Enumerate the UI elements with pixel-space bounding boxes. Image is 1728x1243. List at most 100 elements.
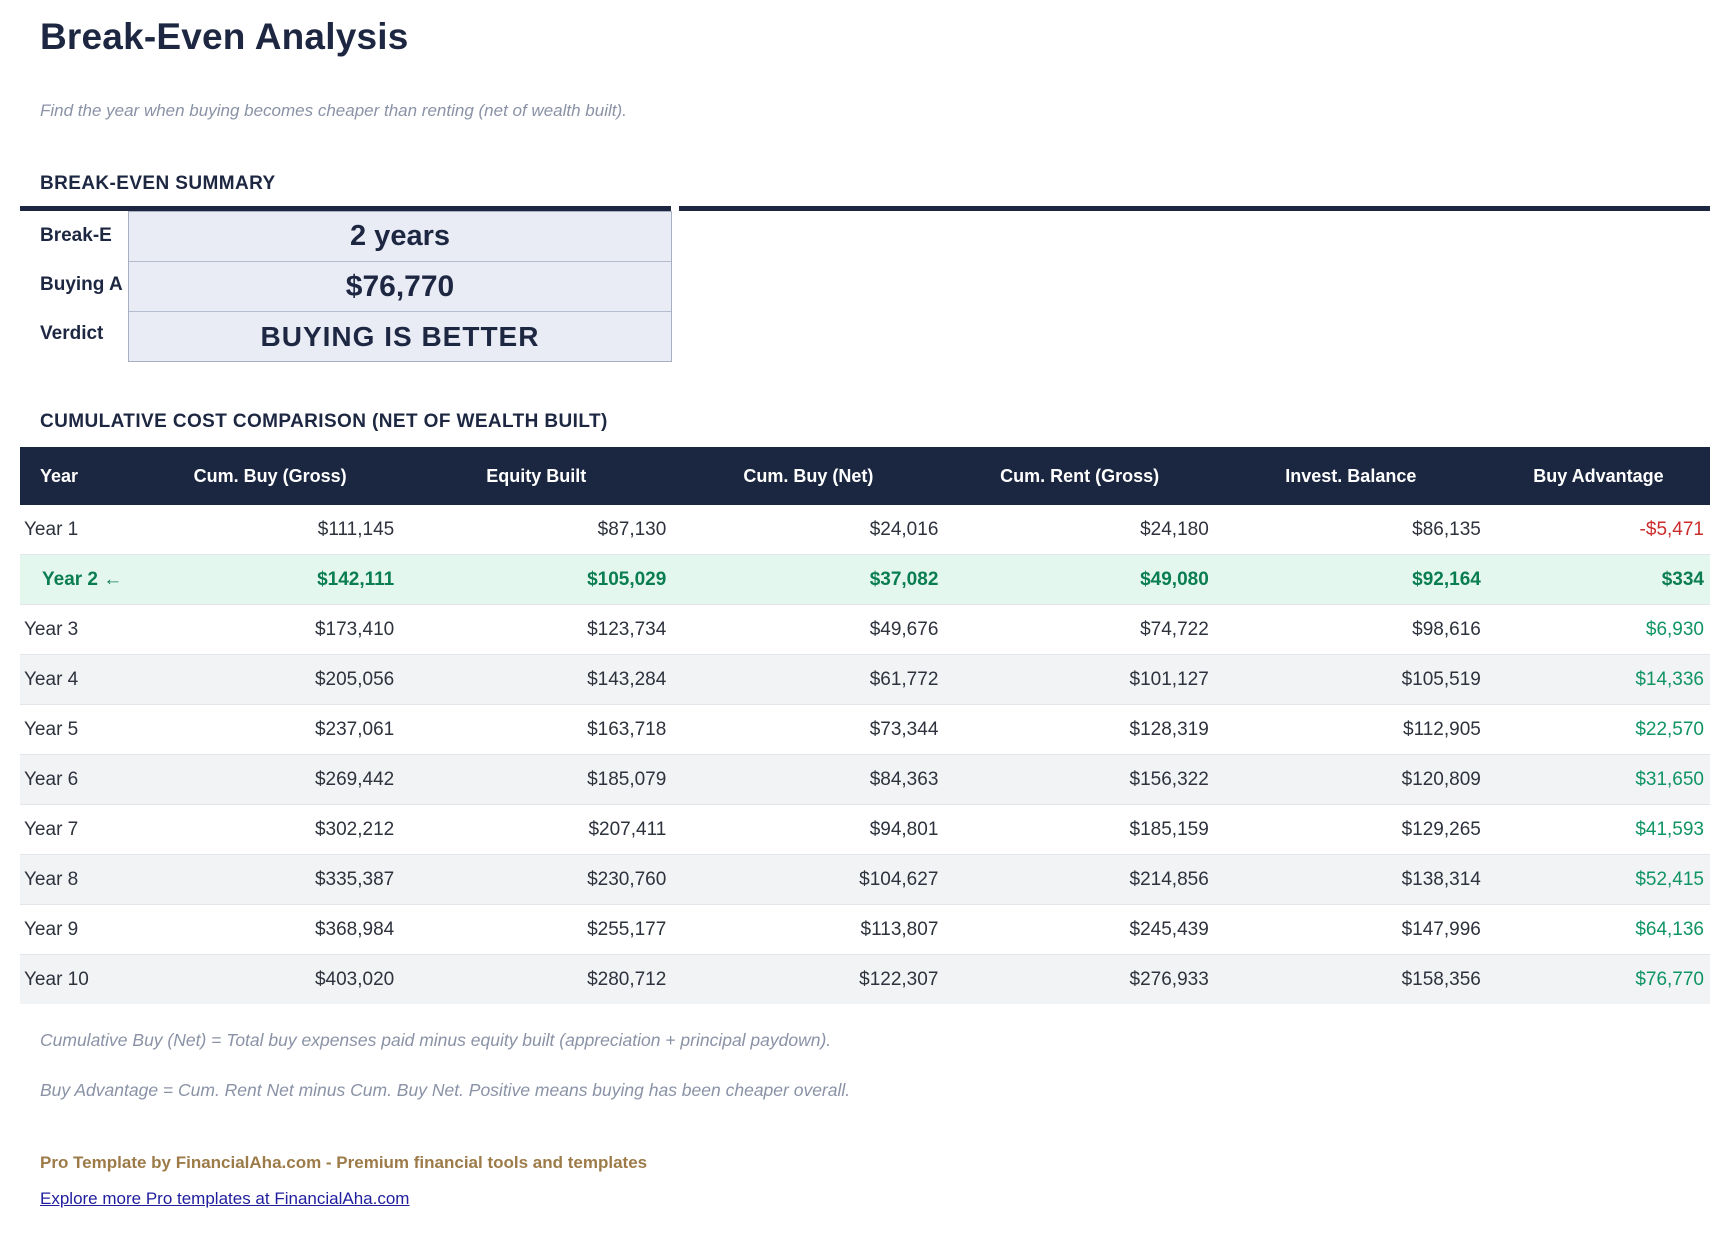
value-cell: $49,676: [672, 604, 945, 655]
summary-section-heading: BREAK-EVEN SUMMARY: [40, 173, 276, 194]
value-cell: $123,734: [400, 604, 673, 655]
advantage-cell: $334: [1486, 554, 1710, 605]
table-row: Year 5 $237,061 $163,718 $73,344 $128,31…: [20, 704, 1710, 755]
value-cell: $112,905: [1214, 704, 1487, 755]
value-cell: $84,363: [672, 754, 945, 805]
value-cell: $73,344: [672, 704, 945, 755]
advantage-cell: $64,136: [1486, 904, 1710, 955]
year-cell: Year 1: [24, 518, 79, 540]
year-cell: Year 6: [20, 754, 140, 805]
table-row: Year 3 $173,410 $123,734 $49,676 $74,722…: [20, 604, 1710, 655]
column-header-cum-buy-net: Cum. Buy (Net): [672, 447, 945, 505]
value-cell: $403,020: [139, 954, 401, 1004]
summary-row-verdict: Verdict: [20, 309, 1710, 358]
summary-row-buying-advantage: Buying A: [20, 260, 1710, 309]
advantage-cell: $31,650: [1486, 754, 1710, 805]
value-cell: $214,856: [944, 854, 1215, 905]
value-cell: $105,029: [400, 554, 673, 605]
summary-top-rule: [20, 206, 1710, 211]
year-cell: Year 9: [20, 904, 140, 955]
value-cell: $61,772: [672, 654, 945, 705]
advantage-cell: $14,336: [1486, 654, 1710, 705]
value-cell: $158,356: [1214, 954, 1487, 1004]
advantage-cell: $41,593: [1486, 804, 1710, 855]
summary-label-break-even: Break-E: [40, 224, 112, 246]
value-cell: $101,127: [944, 654, 1215, 705]
value-cell: $230,760: [400, 854, 673, 905]
table-row: Year 8 $335,387 $230,760 $104,627 $214,8…: [20, 854, 1710, 905]
value-cell: $205,056: [139, 654, 401, 705]
value-cell: $280,712: [400, 954, 673, 1004]
year-cell: Year 5: [20, 704, 140, 755]
value-cell: $237,061: [139, 704, 401, 755]
page-title: Break-Even Analysis: [40, 16, 409, 57]
break-even-summary: Break-E Buying A Verdict 2 years $76,770…: [20, 206, 1710, 362]
value-cell: $94,801: [672, 804, 945, 855]
value-cell: $143,284: [400, 654, 673, 705]
advantage-cell: -$5,471: [1639, 518, 1704, 540]
column-header-cum-buy-gross: Cum. Buy (Gross): [139, 447, 401, 505]
column-header-cum-rent-gross: Cum. Rent (Gross): [944, 447, 1215, 505]
value-cell: $74,722: [944, 604, 1215, 655]
value-cell: $24,180: [1140, 518, 1209, 540]
comparison-table-container: Year Cum. Buy (Gross) Equity Built Cum. …: [20, 447, 1710, 1004]
value-cell: $111,145: [317, 518, 395, 540]
value-cell: $92,164: [1214, 554, 1487, 605]
table-row: Year 10 $403,020 $280,712 $122,307 $276,…: [20, 954, 1710, 1004]
value-cell: $129,265: [1214, 804, 1487, 855]
value-cell: $245,439: [944, 904, 1215, 955]
advantage-cell: $6,930: [1486, 604, 1710, 655]
value-cell: $163,718: [400, 704, 673, 755]
value-cell: $302,212: [139, 804, 401, 855]
summary-label-verdict: Verdict: [40, 322, 104, 344]
page-subtitle: Find the year when buying becomes cheape…: [40, 101, 627, 120]
value-cell: $142,111: [139, 554, 401, 605]
value-cell: $120,809: [1214, 754, 1487, 805]
explore-templates-link[interactable]: Explore more Pro templates at FinancialA…: [40, 1189, 410, 1208]
value-cell: $207,411: [400, 804, 673, 855]
table-row: Year 2 ← $142,111 $105,029 $37,082 $49,0…: [20, 554, 1710, 605]
value-cell: $37,082: [672, 554, 945, 605]
column-header-invest-balance: Invest. Balance: [1214, 447, 1487, 505]
advantage-cell: $76,770: [1486, 954, 1710, 1004]
summary-row-break-even: Break-E: [20, 211, 1710, 260]
year-cell: Year 3: [20, 604, 140, 655]
year-cell: Year 10: [20, 954, 140, 1004]
table-row: Year 1 $111,145 $87,130 $24,016 $24,180 …: [20, 505, 1710, 555]
value-cell: $147,996: [1214, 904, 1487, 955]
value-cell: $98,616: [1214, 604, 1487, 655]
value-cell: $87,130: [597, 518, 667, 540]
year-cell: Year 4: [20, 654, 140, 705]
value-cell: $122,307: [672, 954, 945, 1004]
value-cell: $86,135: [1412, 518, 1481, 540]
value-cell: $185,079: [400, 754, 673, 805]
value-cell: $49,080: [944, 554, 1215, 605]
advantage-cell: $22,570: [1486, 704, 1710, 755]
value-cell: $269,442: [139, 754, 401, 805]
column-header-buy-advantage: Buy Advantage: [1486, 447, 1710, 505]
value-cell: $105,519: [1214, 654, 1487, 705]
value-cell: $156,322: [944, 754, 1215, 805]
column-header-year: Year: [20, 447, 140, 505]
year-cell: Year 8: [20, 854, 140, 905]
value-cell: $104,627: [672, 854, 945, 905]
value-cell: $276,933: [944, 954, 1215, 1004]
footnote-cumulative-buy-net: Cumulative Buy (Net) = Total buy expense…: [40, 1030, 832, 1050]
value-cell: $113,807: [672, 904, 945, 955]
value-cell: $24,016: [869, 518, 939, 540]
table-row: Year 7 $302,212 $207,411 $94,801 $185,15…: [20, 804, 1710, 855]
comparison-table-body: Year 1 $111,145 $87,130 $24,016 $24,180 …: [20, 505, 1710, 1004]
advantage-cell: $52,415: [1486, 854, 1710, 905]
year-cell: Year 2 ←: [20, 554, 140, 605]
table-row: Year 9 $368,984 $255,177 $113,807 $245,4…: [20, 904, 1710, 955]
column-header-equity-built: Equity Built: [400, 447, 673, 505]
table-row: Year 6 $269,442 $185,079 $84,363 $156,32…: [20, 754, 1710, 805]
verdict-value: BUYING IS BETTER: [129, 311, 671, 361]
buying-advantage-value: $76,770: [129, 261, 671, 311]
footer-credit: Pro Template by FinancialAha.com - Premi…: [40, 1153, 648, 1172]
value-cell: $335,387: [139, 854, 401, 905]
value-cell: $255,177: [400, 904, 673, 955]
value-cell: $368,984: [139, 904, 401, 955]
year-cell: Year 7: [20, 804, 140, 855]
comparison-table: Year Cum. Buy (Gross) Equity Built Cum. …: [20, 447, 1710, 1004]
